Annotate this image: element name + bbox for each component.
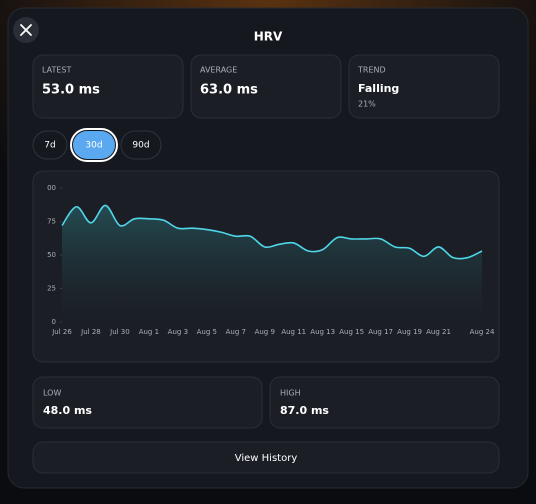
high-label: HIGH xyxy=(280,389,301,398)
stat-label: LATEST xyxy=(42,66,72,75)
x-tick-label: Jul 30 xyxy=(109,328,130,336)
y-tick-label: 00 xyxy=(47,184,56,192)
x-tick-label: Aug 1 xyxy=(139,328,159,336)
area xyxy=(62,205,482,322)
x-tick-label: Aug 24 xyxy=(470,328,495,336)
stat-label: AVERAGE xyxy=(200,66,237,75)
x-tick-label: Aug 7 xyxy=(226,328,246,336)
stat-card xyxy=(190,54,342,119)
y-tick-label: 25 xyxy=(47,285,56,293)
range-label[interactable]: 7d xyxy=(44,141,55,151)
range-button[interactable]: 90d xyxy=(120,130,162,160)
x-tick-label: Aug 21 xyxy=(426,328,451,336)
stat-sub: 21% xyxy=(358,100,376,109)
x-tick-label: Aug 9 xyxy=(255,328,275,336)
range-ring[interactable] xyxy=(70,128,118,162)
range-bg[interactable] xyxy=(32,130,68,160)
x-tick-label: Aug 3 xyxy=(168,328,188,336)
x-tick-label: Aug 11 xyxy=(281,328,306,336)
high-value: 87.0 ms xyxy=(280,404,329,417)
stat-card xyxy=(32,54,184,119)
close-button[interactable] xyxy=(13,17,39,43)
x-tick-label: Aug 17 xyxy=(368,328,393,336)
stat-card xyxy=(348,54,500,119)
title: HRV xyxy=(254,30,283,44)
range-button[interactable]: 7d xyxy=(32,130,68,160)
range-label[interactable]: 30d xyxy=(85,141,102,151)
line xyxy=(61,204,483,260)
stat-value: 63.0 ms xyxy=(200,83,258,98)
low-value: 48.0 ms xyxy=(43,404,92,417)
view-history-label[interactable]: View History xyxy=(235,453,298,464)
high-card xyxy=(269,376,500,429)
x-tick-label: Jul 28 xyxy=(80,328,101,336)
stat-value: 53.0 ms xyxy=(42,83,100,98)
x-tick-label: Jul 26 xyxy=(51,328,72,336)
stat-label: TREND xyxy=(357,66,386,75)
view-history-button[interactable]: View History xyxy=(32,441,500,474)
y-tick-label: 50 xyxy=(47,251,56,259)
range-bg[interactable] xyxy=(73,131,115,159)
x-tick-label: Aug 19 xyxy=(397,328,422,336)
y-tick-label: 75 xyxy=(47,218,56,226)
range-bg[interactable] xyxy=(120,130,162,160)
low-label: LOW xyxy=(43,389,61,398)
range-label[interactable]: 90d xyxy=(132,141,149,151)
low-card xyxy=(32,376,263,429)
x-tick-label: Aug 13 xyxy=(310,328,335,336)
range-button[interactable]: 30d xyxy=(70,128,118,162)
y-tick-label: 0 xyxy=(52,318,56,326)
stat-value: Falling xyxy=(358,82,399,95)
x-tick-label: Aug 15 xyxy=(339,328,364,336)
x-tick-label: Aug 5 xyxy=(197,328,217,336)
